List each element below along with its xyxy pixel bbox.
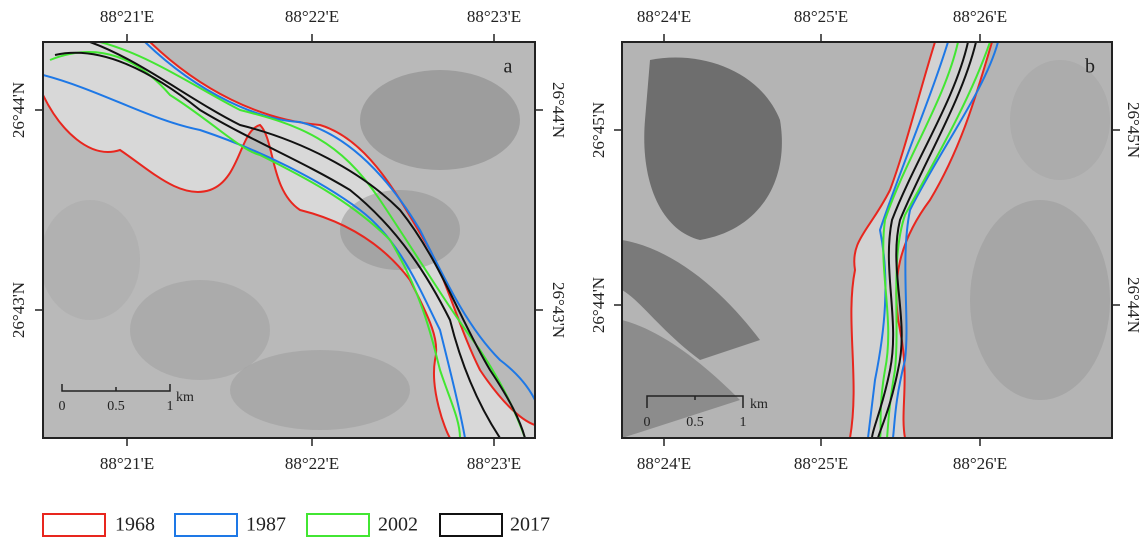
satellite-image-b — [622, 42, 1112, 438]
longitude-label: 88°26'E — [953, 7, 1007, 26]
latitude-label: 26°43'N — [9, 282, 28, 338]
scale-unit: km — [750, 397, 768, 412]
longitude-label: 88°24'E — [637, 454, 691, 473]
legend-swatch — [439, 513, 503, 537]
latitude-label: 26°44'N — [549, 82, 568, 138]
longitude-label: 88°26'E — [953, 454, 1007, 473]
satellite-image-a — [43, 42, 535, 438]
scale-unit: km — [176, 390, 194, 405]
frame-b — [621, 41, 1113, 439]
latitude-label: 26°44'N — [1124, 277, 1139, 333]
longitude-label: 88°25'E — [794, 454, 848, 473]
scale-bar — [61, 384, 171, 392]
legend-label: 2017 — [510, 514, 550, 536]
longitude-label: 88°23'E — [467, 454, 521, 473]
longitude-label: 88°21'E — [100, 454, 154, 473]
legend-swatch — [306, 513, 370, 537]
legend-swatch — [42, 513, 106, 537]
legend-label: 1968 — [115, 514, 155, 536]
legend-swatch — [174, 513, 238, 537]
scale-label: 0 — [644, 415, 651, 430]
legend-label: 2002 — [378, 514, 418, 536]
latitude-label: 26°44'N — [589, 277, 608, 333]
longitude-label: 88°21'E — [100, 7, 154, 26]
longitude-label: 88°25'E — [794, 7, 848, 26]
longitude-label: 88°24'E — [637, 7, 691, 26]
scale-label: 0.5 — [107, 399, 125, 414]
latitude-label: 26°45'N — [589, 102, 608, 158]
legend-label: 1987 — [246, 514, 286, 536]
panel-letter: a — [504, 56, 513, 78]
longitude-label: 88°23'E — [467, 7, 521, 26]
longitude-label: 88°22'E — [285, 454, 339, 473]
scale-bar — [646, 395, 744, 408]
scale-label: 1 — [167, 399, 174, 414]
scale-label: 0.5 — [686, 415, 704, 430]
panel-letter: b — [1085, 56, 1095, 78]
scale-label: 0 — [59, 399, 66, 414]
frame-a — [42, 41, 536, 439]
longitude-label: 88°22'E — [285, 7, 339, 26]
latitude-label: 26°44'N — [9, 82, 28, 138]
latitude-label: 26°43'N — [549, 282, 568, 338]
scale-label: 1 — [740, 415, 747, 430]
latitude-label: 26°45'N — [1124, 102, 1139, 158]
